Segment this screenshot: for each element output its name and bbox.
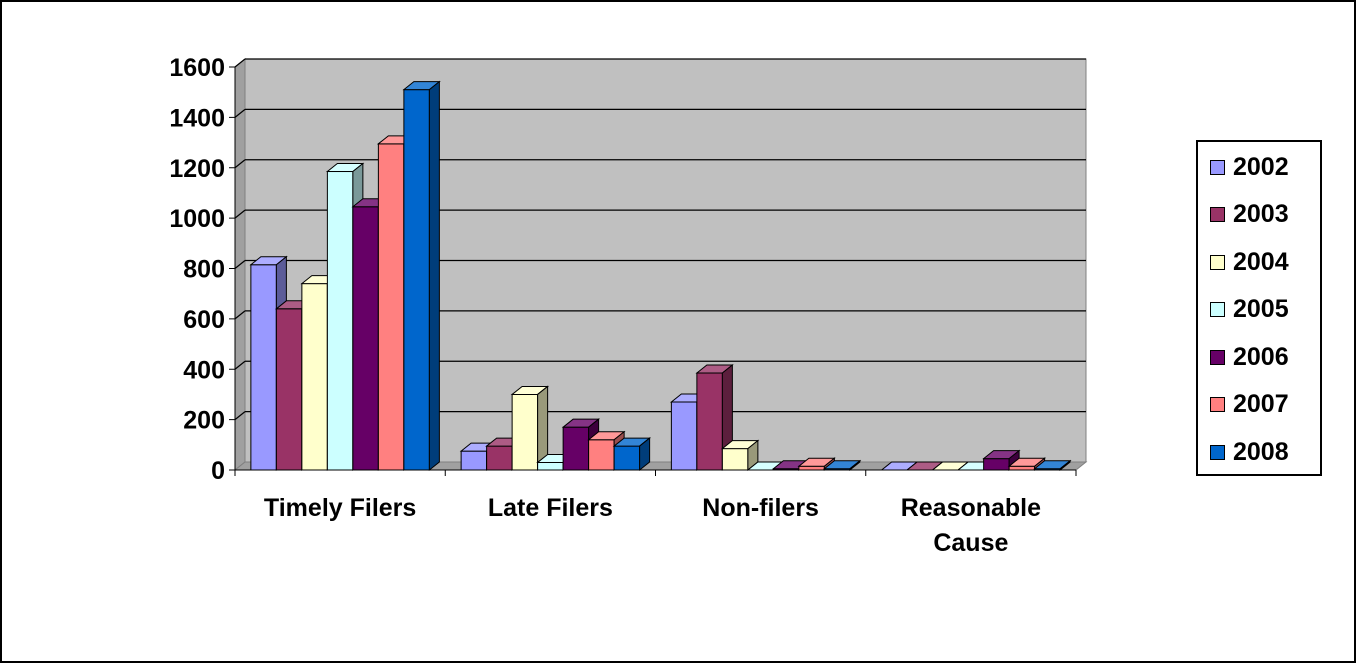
bar-front (696, 372, 723, 471)
bar-front (250, 264, 277, 471)
gridline-side (234, 108, 246, 118)
legend-item: 2004 (1210, 247, 1289, 277)
bar-side (849, 459, 861, 472)
bar-front (511, 393, 539, 471)
legend-item: 2007 (1210, 390, 1289, 420)
y-tick-label: 400 (183, 356, 225, 384)
bar-front (403, 89, 430, 471)
x-category-label: Non-filers (702, 494, 819, 522)
bar (510, 385, 550, 472)
legend-swatch (1210, 302, 1225, 317)
x-category-label: Cause (933, 529, 1008, 557)
bar (720, 439, 760, 472)
y-tick-label: 600 (183, 306, 225, 334)
legend-swatch (1210, 444, 1225, 460)
gridline-side (234, 360, 246, 370)
legend-label: 2003 (1233, 200, 1289, 228)
legend-item: 2008 (1210, 437, 1289, 467)
x-category-label: Timely Filers (264, 494, 416, 522)
bar-front (798, 465, 825, 471)
gridline-side (234, 260, 246, 269)
y-tick-label: 1400 (169, 104, 225, 132)
bar-front (377, 143, 405, 471)
gridline-side (234, 411, 246, 421)
y-tick-label: 800 (183, 256, 225, 284)
gridline-side (234, 58, 246, 68)
bar (1033, 459, 1072, 472)
legend-swatch (1210, 397, 1225, 412)
bar-front (275, 308, 303, 471)
bar-front (326, 171, 354, 471)
bar-front (352, 206, 379, 471)
bar (822, 459, 862, 472)
x-category-label: Late Filers (488, 494, 613, 522)
bar-side (428, 80, 440, 472)
bar-front (721, 448, 749, 471)
legend-item: 2006 (1210, 342, 1289, 372)
legend: 2002 2003 2004 2005 2006 2007 2008 (1196, 140, 1322, 476)
x-category-labels: Timely Filers Late Filers Non-filers Reason… (264, 494, 1041, 557)
legend-label: 2006 (1233, 342, 1289, 371)
legend-item: 2003 (1210, 200, 1289, 230)
legend-swatch (1210, 349, 1225, 365)
y-tick-label: 1600 (169, 54, 225, 82)
legend-swatch (1210, 207, 1225, 222)
y-tick-label: 1200 (169, 155, 225, 183)
bar-front (588, 439, 615, 471)
y-tick-label: 200 (183, 407, 225, 435)
legend-swatch (1210, 254, 1225, 270)
legend-item: 2002 (1210, 152, 1289, 182)
bar (402, 80, 441, 472)
bar-side (639, 437, 651, 472)
legend-item: 2005 (1210, 295, 1289, 325)
gridline-side (234, 310, 246, 320)
bar-front (301, 283, 328, 471)
legend-label: 2008 (1233, 437, 1289, 466)
y-tick-label: 0 (211, 457, 225, 485)
x-category-label: Reasonable (901, 494, 1041, 522)
legend-label: 2005 (1233, 295, 1289, 323)
bar (695, 363, 734, 472)
bar-front (983, 458, 1010, 471)
bar-front (613, 445, 641, 471)
y-tick-labels: 0 200 400 600 800 1000 1200 1400 1600 (169, 54, 225, 485)
bar-front (1008, 465, 1036, 471)
bar-front (670, 401, 698, 471)
legend-swatch (1210, 159, 1225, 175)
bar-side (1059, 459, 1071, 472)
bar-front (460, 450, 488, 471)
bars (249, 80, 1072, 472)
legend-label: 2002 (1233, 152, 1289, 181)
bar-front (537, 461, 564, 471)
gridline-side (234, 209, 246, 219)
legend-label: 2007 (1233, 390, 1289, 418)
gridline-side (234, 159, 246, 169)
bar (612, 437, 652, 472)
bar-front (486, 445, 513, 471)
bar-front (562, 426, 590, 471)
legend-label: 2004 (1233, 247, 1289, 276)
y-tick-label: 1000 (169, 205, 225, 233)
